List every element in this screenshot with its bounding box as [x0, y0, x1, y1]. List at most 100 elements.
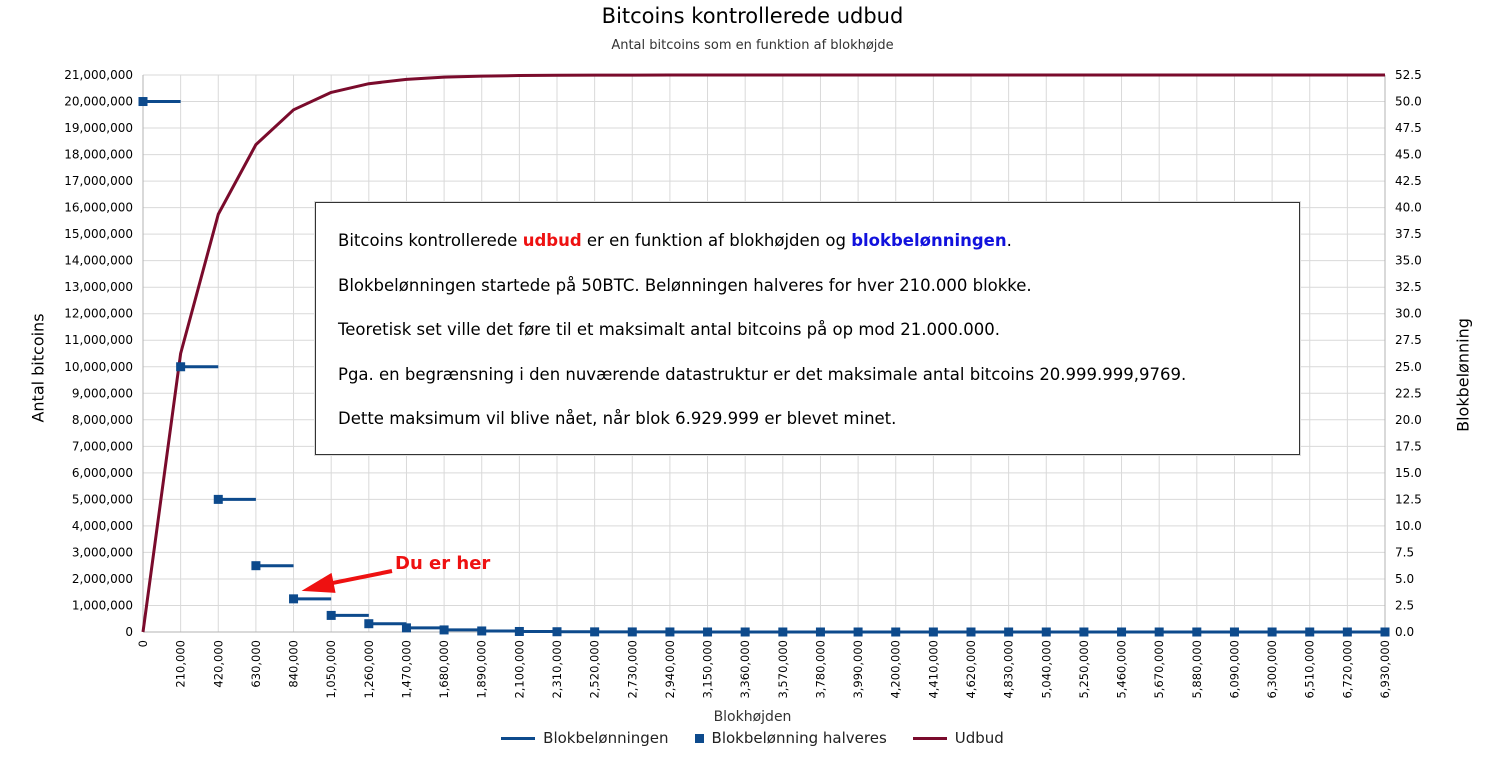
legend-label: Udbud	[954, 729, 1004, 747]
legend-label: Blokbelønningen	[543, 729, 669, 747]
x-tick-label: 3,360,000	[738, 640, 752, 699]
x-tick-label: 4,620,000	[964, 640, 978, 699]
halving-marker	[326, 610, 336, 620]
info-text: Bitcoins kontrollerede	[338, 231, 523, 250]
arrow-shaft	[323, 569, 393, 587]
series-udbud	[141, 73, 1385, 633]
x-tick-label: 2,730,000	[625, 640, 639, 699]
annotation-arrow	[301, 569, 393, 593]
y-right-tick-label: 17.5	[1395, 439, 1422, 453]
supply-line	[141, 73, 1385, 633]
y-left-tick-label: 1,000,000	[72, 598, 133, 612]
y-right-tick-label: 10.0	[1395, 519, 1422, 533]
arrow-head	[301, 572, 336, 593]
y-right-tick-label: 0.0	[1395, 625, 1414, 639]
y-right-tick-label: 45.0	[1395, 148, 1422, 162]
legend-line-swatch	[501, 736, 536, 740]
halving-marker	[289, 594, 299, 604]
info-highlight-blokbelonningen: blokbelønningen	[851, 231, 1007, 250]
y-left-tick-label: 12,000,000	[64, 307, 133, 321]
legend-item-halveres: Blokbelønning halveres	[694, 729, 887, 747]
halving-marker	[213, 494, 223, 504]
y-right-tick-label: 7.5	[1395, 545, 1414, 559]
x-tick-label: 0	[136, 640, 150, 647]
x-tick-label: 3,570,000	[776, 640, 790, 699]
y-right-tick-label: 30.0	[1395, 307, 1422, 321]
halving-marker	[966, 627, 976, 637]
y-left-tick-label: 16,000,000	[64, 201, 133, 215]
x-tick-label: 3,990,000	[851, 640, 865, 699]
halving-marker	[928, 627, 938, 637]
x-tick-label: 840,000	[287, 640, 301, 688]
x-tick-label: 4,200,000	[889, 640, 903, 699]
y-left-tick-label: 10,000,000	[64, 360, 133, 374]
y-right-tick-label: 15.0	[1395, 466, 1422, 480]
info-text: er en funktion af blokhøjden og	[581, 231, 852, 250]
halving-marker	[138, 97, 148, 107]
legend-item-udbud: Udbud	[912, 729, 1004, 747]
x-tick-label: 6,090,000	[1227, 640, 1241, 699]
legend-line-swatch	[912, 736, 947, 740]
halving-marker	[1192, 627, 1202, 637]
halving-marker	[590, 627, 600, 637]
x-tick-label: 2,520,000	[588, 640, 602, 699]
x-tick-label: 2,940,000	[663, 640, 677, 699]
y-right-tick-label: 25.0	[1395, 360, 1422, 374]
y-left-tick-label: 18,000,000	[64, 148, 133, 162]
halving-marker	[1117, 627, 1127, 637]
y-right-tick-label: 20.0	[1395, 413, 1422, 427]
y-left-tick-label: 0	[125, 625, 133, 639]
x-tick-label: 6,720,000	[1340, 640, 1354, 699]
halving-marker	[891, 627, 901, 637]
info-box: Bitcoins kontrollerede udbud er en funkt…	[315, 202, 1300, 455]
y-right-tick-labels: 0.0 2.5 5.0 7.5 10.0 12.5 15.0 17.5 20.0 22.5 25.0…	[1395, 68, 1422, 639]
x-tick-label: 2,310,000	[550, 640, 564, 699]
x-tick-label: 4,830,000	[1002, 640, 1016, 699]
y-left-tick-label: 19,000,000	[64, 121, 133, 135]
y-right-tick-label: 12.5	[1395, 492, 1422, 506]
halving-marker	[176, 362, 186, 372]
y-left-tick-label: 20,000,000	[64, 95, 133, 109]
series-blokbelonning-halveres	[138, 97, 1390, 637]
y-axis-right-label: Blokbelønning	[1453, 318, 1473, 432]
x-tick-label: 5,250,000	[1077, 640, 1091, 699]
x-tick-label: 1,050,000	[324, 640, 338, 699]
info-line-2: Blokbelønningen startede på 50BTC. Beløn…	[338, 276, 1032, 295]
x-tick-label: 5,460,000	[1115, 640, 1129, 699]
y-right-tick-label: 37.5	[1395, 227, 1422, 241]
info-line-4: Pga. en begrænsning i den nuværende data…	[338, 365, 1187, 384]
y-right-tick-label: 52.5	[1395, 68, 1422, 82]
x-tick-label: 1,680,000	[437, 640, 451, 699]
x-tick-label: 5,040,000	[1039, 640, 1053, 699]
x-tick-label: 6,930,000	[1378, 640, 1392, 699]
halving-marker	[1154, 627, 1164, 637]
y-left-tick-label: 17,000,000	[64, 174, 133, 188]
chart-subtitle: Antal bitcoins som en funktion af blokhø…	[611, 38, 894, 53]
y-axis-left-label: Antal bitcoins	[28, 313, 48, 423]
halving-marker	[627, 627, 637, 637]
halving-marker	[853, 627, 863, 637]
halving-marker	[364, 619, 374, 629]
x-tick-label: 4,410,000	[926, 640, 940, 699]
x-tick-label: 5,880,000	[1190, 640, 1204, 699]
x-tick-label: 6,300,000	[1265, 640, 1279, 699]
halving-marker	[552, 627, 562, 637]
y-right-tick-label: 35.0	[1395, 254, 1422, 268]
y-left-tick-label: 15,000,000	[64, 227, 133, 241]
y-left-tick-label: 2,000,000	[72, 572, 133, 586]
halving-marker	[665, 627, 675, 637]
x-tick-label: 1,260,000	[362, 640, 376, 699]
halving-marker	[439, 625, 449, 635]
halving-marker	[740, 627, 750, 637]
y-left-tick-label: 6,000,000	[72, 466, 133, 480]
info-line-3: Teoretisk set ville det føre til et maks…	[338, 320, 1000, 339]
y-left-tick-label: 11,000,000	[64, 333, 133, 347]
halving-marker	[1079, 627, 1089, 637]
halving-marker	[514, 626, 524, 636]
y-right-tick-label: 42.5	[1395, 174, 1422, 188]
halving-marker	[477, 626, 487, 636]
legend-marker-swatch	[694, 733, 704, 743]
x-tick-label: 5,670,000	[1152, 640, 1166, 699]
annotation-du-er-her: Du er her	[395, 553, 491, 574]
y-left-tick-label: 13,000,000	[64, 280, 133, 294]
